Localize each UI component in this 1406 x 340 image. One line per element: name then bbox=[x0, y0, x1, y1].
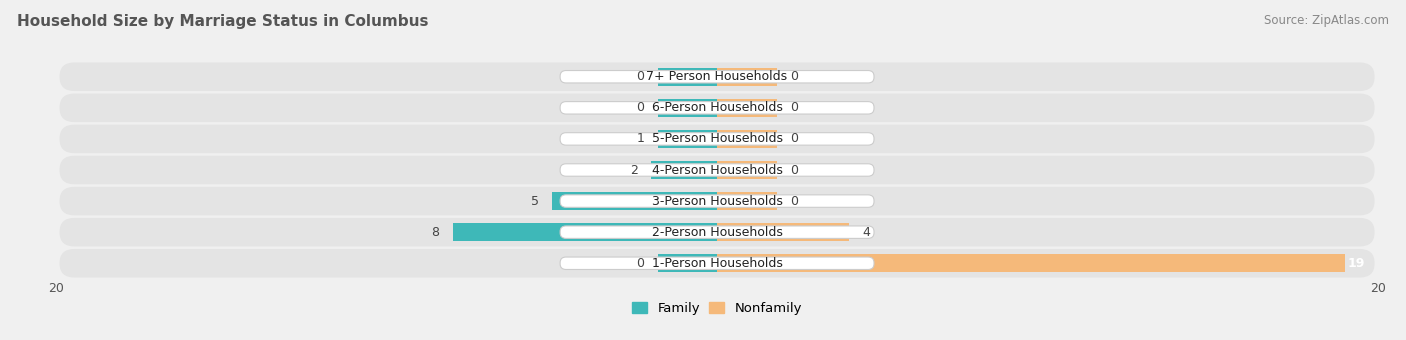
Text: 1-Person Households: 1-Person Households bbox=[651, 257, 783, 270]
FancyBboxPatch shape bbox=[560, 195, 875, 207]
Bar bbox=[658, 254, 717, 272]
Text: 0: 0 bbox=[637, 70, 644, 83]
Bar bbox=[651, 161, 717, 179]
Text: Source: ZipAtlas.com: Source: ZipAtlas.com bbox=[1264, 14, 1389, 27]
Bar bbox=[658, 68, 717, 86]
FancyBboxPatch shape bbox=[560, 164, 875, 176]
Text: 0: 0 bbox=[790, 194, 797, 208]
Text: 19: 19 bbox=[1347, 257, 1365, 270]
Text: 4-Person Households: 4-Person Households bbox=[651, 164, 783, 176]
Bar bbox=[551, 192, 717, 210]
FancyBboxPatch shape bbox=[59, 63, 1375, 91]
FancyBboxPatch shape bbox=[59, 156, 1375, 184]
Text: 7+ Person Households: 7+ Person Households bbox=[647, 70, 787, 83]
Bar bbox=[717, 254, 1344, 272]
Text: 2: 2 bbox=[630, 164, 638, 176]
FancyBboxPatch shape bbox=[560, 257, 875, 270]
Text: 3-Person Households: 3-Person Households bbox=[651, 194, 783, 208]
FancyBboxPatch shape bbox=[560, 226, 875, 238]
Bar bbox=[658, 99, 717, 117]
Text: 0: 0 bbox=[637, 257, 644, 270]
FancyBboxPatch shape bbox=[59, 187, 1375, 215]
FancyBboxPatch shape bbox=[560, 102, 875, 114]
Bar bbox=[717, 161, 776, 179]
Text: 1: 1 bbox=[637, 132, 644, 146]
Text: 2-Person Households: 2-Person Households bbox=[651, 226, 783, 239]
Legend: Family, Nonfamily: Family, Nonfamily bbox=[626, 296, 808, 320]
Text: 6-Person Households: 6-Person Households bbox=[651, 101, 783, 114]
FancyBboxPatch shape bbox=[59, 218, 1375, 246]
Text: 5: 5 bbox=[530, 194, 538, 208]
Bar bbox=[453, 223, 717, 241]
Text: 5-Person Households: 5-Person Households bbox=[651, 132, 783, 146]
Text: 0: 0 bbox=[790, 164, 797, 176]
FancyBboxPatch shape bbox=[560, 133, 875, 145]
Text: 0: 0 bbox=[790, 101, 797, 114]
FancyBboxPatch shape bbox=[59, 94, 1375, 122]
Text: 8: 8 bbox=[432, 226, 440, 239]
FancyBboxPatch shape bbox=[59, 125, 1375, 153]
FancyBboxPatch shape bbox=[59, 249, 1375, 277]
Bar bbox=[717, 99, 776, 117]
Text: 0: 0 bbox=[790, 70, 797, 83]
Bar bbox=[717, 130, 776, 148]
Bar bbox=[717, 223, 849, 241]
Bar bbox=[717, 192, 776, 210]
Text: Household Size by Marriage Status in Columbus: Household Size by Marriage Status in Col… bbox=[17, 14, 429, 29]
FancyBboxPatch shape bbox=[560, 70, 875, 83]
Bar bbox=[717, 68, 776, 86]
Text: 0: 0 bbox=[790, 132, 797, 146]
Text: 0: 0 bbox=[637, 101, 644, 114]
Text: 4: 4 bbox=[862, 226, 870, 239]
Bar bbox=[658, 130, 717, 148]
